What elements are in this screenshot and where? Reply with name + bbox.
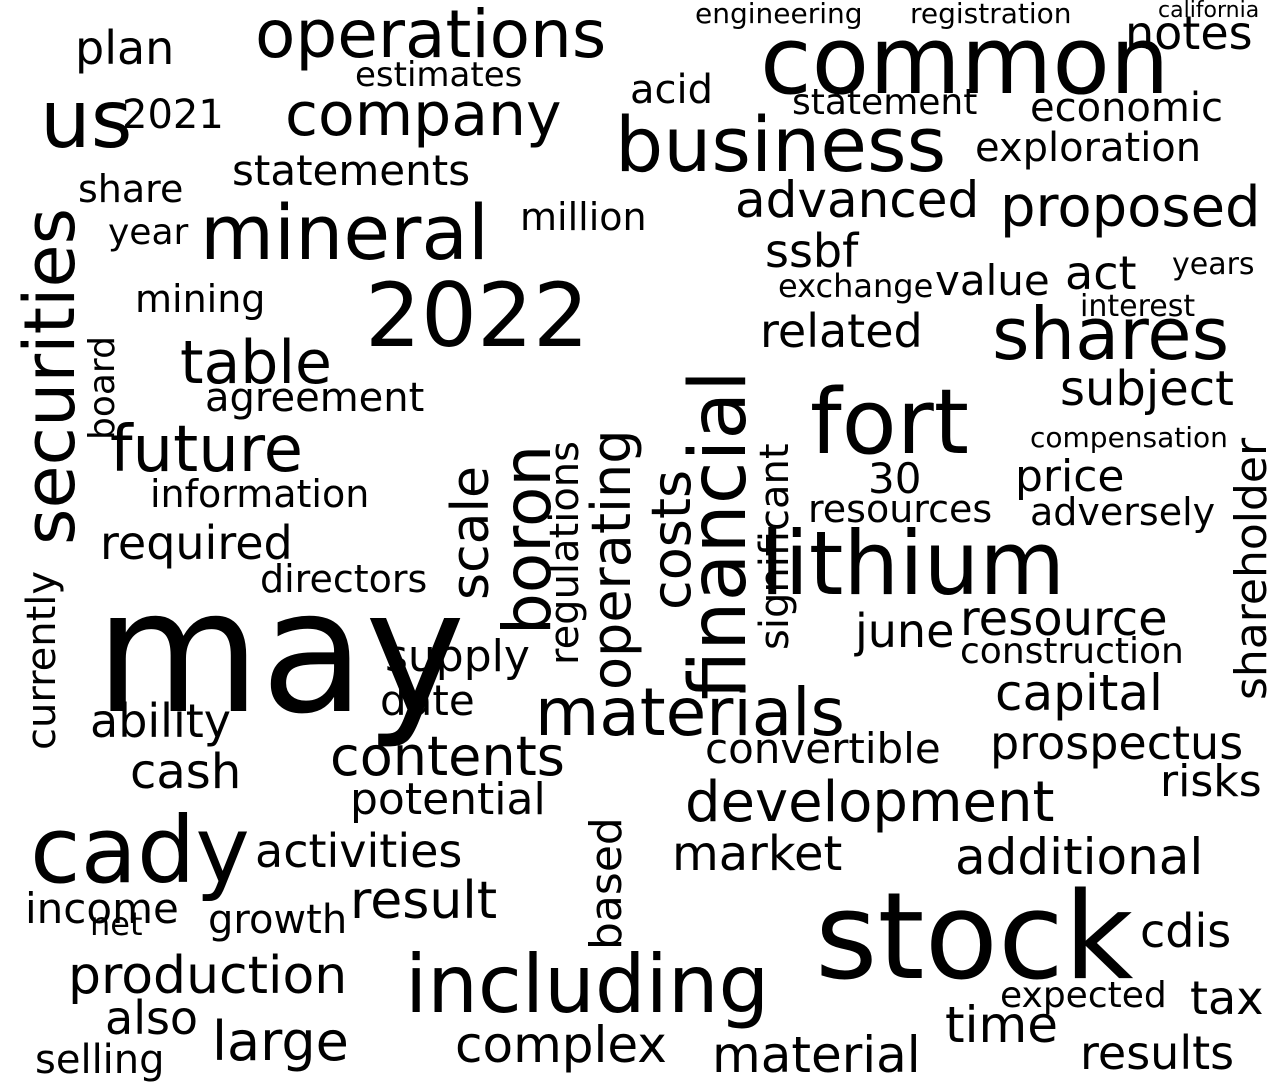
word-years: years: [1172, 247, 1255, 282]
word-statements: statements: [232, 146, 471, 195]
word-information: information: [150, 472, 370, 516]
word-regulations: regulations: [542, 440, 588, 665]
word-results: results: [1080, 1026, 1235, 1080]
word-growth: growth: [208, 897, 348, 943]
word-year: year: [108, 212, 189, 253]
word-production: production: [68, 946, 348, 1006]
word-construction: construction: [960, 631, 1184, 672]
word-mineral: mineral: [200, 188, 490, 277]
word-registration: registration: [910, 0, 1072, 30]
word-cdis: cdis: [1140, 904, 1232, 958]
word-ability: ability: [90, 694, 231, 748]
word-subject: subject: [1060, 361, 1234, 417]
word-activities: activities: [255, 824, 463, 878]
word-date: date: [380, 676, 475, 725]
word-act: act: [1065, 246, 1137, 300]
word-lithium: lithium: [760, 512, 1066, 615]
word-contents: contents: [330, 725, 565, 788]
word-interest: interest: [1080, 289, 1196, 324]
word-convertible: convertible: [705, 724, 941, 773]
word-capital: capital: [995, 664, 1163, 722]
word-required: required: [100, 516, 293, 570]
word-income: income: [25, 884, 179, 933]
word-significant: significant: [752, 443, 798, 650]
word-complex: complex: [455, 1016, 667, 1074]
word-business: business: [615, 100, 947, 189]
word-mining: mining: [135, 277, 266, 321]
word-selling: selling: [35, 1037, 165, 1083]
word-risks: risks: [1160, 756, 1262, 807]
word-table: table: [180, 328, 332, 398]
word-also: also: [105, 991, 199, 1045]
word-share: share: [78, 167, 184, 211]
word-directors: directors: [260, 557, 428, 601]
word-based: based: [581, 817, 632, 950]
word-costs: costs: [640, 469, 703, 610]
word-plan: plan: [75, 21, 175, 75]
word-result: result: [350, 871, 498, 931]
word-securities: securities: [9, 207, 91, 545]
word-tax: tax: [1190, 971, 1264, 1025]
word-market: market: [672, 826, 843, 882]
word-future: future: [110, 413, 304, 487]
word-statement: statement: [792, 82, 978, 123]
word-shares: shares: [992, 292, 1230, 376]
word-company: company: [285, 80, 562, 150]
word-price: price: [1015, 451, 1125, 502]
word-materials: materials: [535, 674, 845, 751]
word-operations: operations: [255, 0, 607, 73]
word-board: board: [82, 336, 123, 440]
word-potential: potential: [350, 774, 546, 825]
word-operating: operating: [580, 429, 643, 690]
word-value: value: [935, 256, 1050, 305]
word-economic: economic: [1030, 85, 1223, 131]
word-agreement: agreement: [205, 375, 425, 421]
word-june: june: [855, 604, 955, 658]
word-2021: 2021: [122, 92, 224, 138]
word-may: may: [95, 554, 466, 752]
word-2022: 2022: [365, 264, 589, 367]
word-us: us: [40, 73, 133, 166]
word-shareholder: shareholder: [1226, 437, 1277, 700]
word-ssbf: ssbf: [765, 224, 859, 278]
word-resource: resource: [960, 591, 1168, 647]
word-fort: fort: [810, 370, 970, 475]
word-common: common: [760, 7, 1170, 116]
word-30: 30: [868, 454, 922, 503]
word-estimates: estimates: [355, 55, 523, 95]
word-resources: resources: [808, 487, 993, 531]
word-including: including: [405, 938, 770, 1031]
word-engineering: engineering: [695, 0, 863, 30]
word-large: large: [212, 1010, 349, 1073]
word-notes: notes: [1125, 6, 1253, 60]
word-time: time: [945, 996, 1058, 1054]
word-development: development: [685, 770, 1055, 835]
word-additional: additional: [955, 828, 1204, 886]
word-stock: stock: [815, 868, 1134, 1007]
word-compensation: compensation: [1030, 421, 1228, 454]
word-million: million: [520, 195, 647, 239]
word-cady: cady: [30, 797, 250, 904]
word-related: related: [760, 304, 923, 358]
word-adversely: adversely: [1030, 490, 1216, 534]
word-advanced: advanced: [735, 171, 980, 229]
word-supply: supply: [385, 631, 530, 682]
word-acid: acid: [630, 67, 714, 113]
word-scale: scale: [441, 466, 501, 600]
word-exchange: exchange: [778, 267, 934, 305]
word-expected: expected: [1000, 975, 1167, 1016]
word-proposed: proposed: [1000, 175, 1261, 240]
word-material: material: [712, 1026, 921, 1084]
word-california: california: [1158, 0, 1260, 23]
word-exploration: exploration: [975, 125, 1202, 171]
word-prospectus: prospectus: [990, 716, 1244, 770]
word-currently: currently: [19, 570, 65, 750]
word-cash: cash: [130, 744, 242, 800]
word-net: net: [90, 905, 143, 943]
